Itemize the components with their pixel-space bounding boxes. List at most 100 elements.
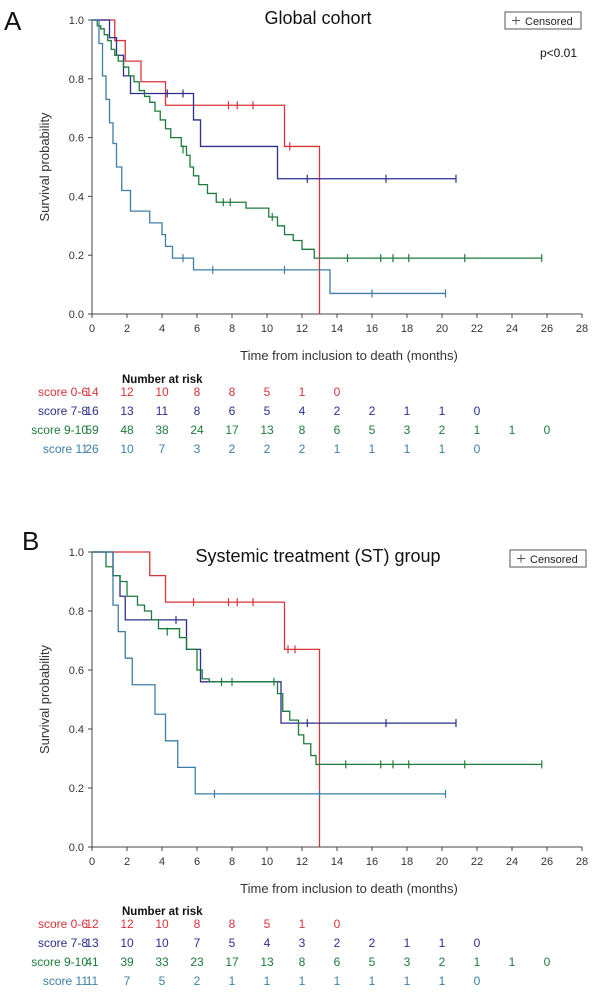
risk-count: 1 — [299, 385, 306, 399]
survival-step-line — [92, 19, 456, 180]
risk-count: 1 — [404, 442, 411, 456]
x-tick-label: 2 — [124, 323, 130, 335]
risk-count: 2 — [299, 442, 306, 456]
x-tick-label: 18 — [401, 856, 413, 868]
x-tick-label: 8 — [229, 856, 235, 868]
x-tick-label: 20 — [436, 856, 448, 868]
risk-count: 2 — [439, 423, 446, 437]
risk-count: 23 — [190, 955, 204, 969]
risk-count: 26 — [85, 442, 99, 456]
risk-count: 8 — [229, 385, 236, 399]
risk-count: 4 — [264, 936, 271, 950]
risk-count: 39 — [120, 955, 134, 969]
risk-count: 2 — [334, 404, 341, 418]
risk-count: 5 — [264, 917, 271, 931]
x-tick-label: 6 — [194, 856, 200, 868]
x-tick-label: 4 — [159, 323, 165, 335]
risk-count: 3 — [404, 423, 411, 437]
y-tick-label: 0.8 — [69, 74, 84, 86]
risk-count: 6 — [334, 955, 341, 969]
chart-title: Global cohort — [264, 8, 371, 28]
risk-count: 13 — [120, 404, 134, 418]
x-tick-label: 16 — [366, 323, 378, 335]
risk-count: 1 — [439, 936, 446, 950]
risk-count: 10 — [120, 442, 134, 456]
risk-count: 13 — [260, 955, 274, 969]
risk-count: 1 — [509, 423, 516, 437]
risk-count: 0 — [334, 385, 341, 399]
censored-marker-icon — [512, 16, 520, 25]
km-curve-score-11 — [92, 551, 447, 798]
x-tick-label: 0 — [89, 323, 95, 335]
risk-count: 16 — [85, 404, 99, 418]
y-tick-label: 0.2 — [69, 250, 84, 262]
survival-step-line — [92, 551, 446, 795]
risk-count: 7 — [159, 442, 166, 456]
risk-count: 48 — [120, 423, 134, 437]
risk-count: 1 — [229, 974, 236, 988]
panel-letter: B — [22, 526, 39, 556]
risk-count: 12 — [85, 917, 99, 931]
x-tick-label: 14 — [331, 856, 343, 868]
risk-count: 7 — [194, 936, 201, 950]
risk-table-header: Number at risk — [122, 906, 203, 918]
risk-count: 5 — [229, 936, 236, 950]
risk-count: 0 — [474, 404, 481, 418]
risk-count: 5 — [369, 955, 376, 969]
axes-frame — [91, 20, 582, 315]
y-axis-label: Survival probability — [37, 112, 52, 222]
risk-count: 1 — [299, 917, 306, 931]
y-tick-label: 1.0 — [69, 547, 84, 559]
x-tick-label: 12 — [296, 856, 308, 868]
risk-row-label: score 7-8 — [38, 404, 88, 418]
risk-count: 8 — [194, 385, 201, 399]
risk-count: 8 — [194, 917, 201, 931]
x-tick-label: 22 — [471, 856, 483, 868]
risk-count: 59 — [85, 423, 99, 437]
p-value: p<0.01 — [540, 46, 577, 60]
risk-count: 1 — [404, 404, 411, 418]
km-curve-score-9-10 — [92, 551, 543, 769]
risk-count: 12 — [120, 385, 134, 399]
risk-count: 1 — [369, 442, 376, 456]
km-curve-score-0-6 — [92, 551, 321, 847]
x-tick-label: 24 — [506, 323, 518, 335]
risk-count: 2 — [194, 974, 201, 988]
risk-count: 1 — [439, 974, 446, 988]
chart-title: Systemic treatment (ST) group — [195, 546, 440, 566]
risk-count: 6 — [229, 404, 236, 418]
x-tick-label: 18 — [401, 323, 413, 335]
x-tick-label: 14 — [331, 323, 343, 335]
risk-count: 1 — [369, 974, 376, 988]
risk-count: 4 — [299, 404, 306, 418]
legend: Censored — [509, 549, 587, 568]
y-tick-label: 0.4 — [69, 191, 84, 203]
risk-count: 1 — [439, 442, 446, 456]
y-tick-label: 1.0 — [69, 15, 84, 27]
risk-count: 2 — [439, 955, 446, 969]
y-tick-label: 0.2 — [69, 783, 84, 795]
risk-count: 10 — [155, 917, 169, 931]
risk-count: 41 — [85, 955, 99, 969]
risk-count: 7 — [124, 974, 131, 988]
legend-label: Censored — [525, 16, 573, 28]
risk-row-label: score 9-10 — [31, 955, 88, 969]
panel-letter: A — [4, 6, 22, 36]
risk-row-label: score 0-6 — [38, 917, 88, 931]
risk-count: 2 — [369, 404, 376, 418]
survival-step-line — [92, 551, 456, 724]
x-tick-label: 0 — [89, 856, 95, 868]
risk-row-label: score 7-8 — [38, 936, 88, 950]
km-panel-a: A Global cohort Censored p<0.01 0.0 0.2 0.4 0.6… — [4, 6, 588, 456]
km-curve-score-0-6 — [92, 19, 321, 314]
x-tick-label: 20 — [436, 323, 448, 335]
risk-count: 0 — [474, 442, 481, 456]
x-tick-label: 8 — [229, 323, 235, 335]
risk-count: 6 — [334, 423, 341, 437]
risk-row-label: score 0-6 — [38, 385, 88, 399]
risk-count: 8 — [194, 404, 201, 418]
risk-count: 17 — [225, 423, 239, 437]
